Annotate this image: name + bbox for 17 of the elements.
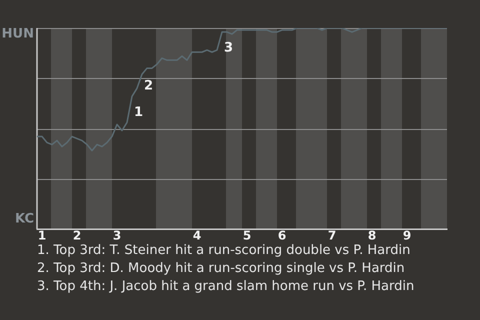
x-tick-label: 4 xyxy=(192,228,202,242)
x-tick-label: 8 xyxy=(368,228,376,242)
x-tick-label: 2 xyxy=(72,228,82,242)
x-tick-label: 3 xyxy=(112,228,122,242)
annotation: 3 xyxy=(224,40,234,56)
x-tick-label: 7 xyxy=(328,228,336,242)
x-tick-label: 1 xyxy=(38,228,46,242)
text: HUN xyxy=(2,26,34,42)
x-tick-label: 6 xyxy=(278,228,286,242)
annotation: 1 xyxy=(134,104,144,120)
x-tick-label: 5 xyxy=(242,228,252,242)
text: 2. Top 3rd: D. Moody hit a run-scoring single vs P. Hardin xyxy=(37,260,406,278)
text: KC xyxy=(14,211,34,226)
x-tick-label: 9 xyxy=(402,228,412,242)
annotation: 2 xyxy=(144,78,154,94)
text: 3. Top 4th: J. Jacob hit a grand slam home run vs P. Hardin xyxy=(37,278,416,296)
text: 1. Top 3rd: T. Steiner hit a run-scoring double vs P. Hardin xyxy=(37,242,412,260)
